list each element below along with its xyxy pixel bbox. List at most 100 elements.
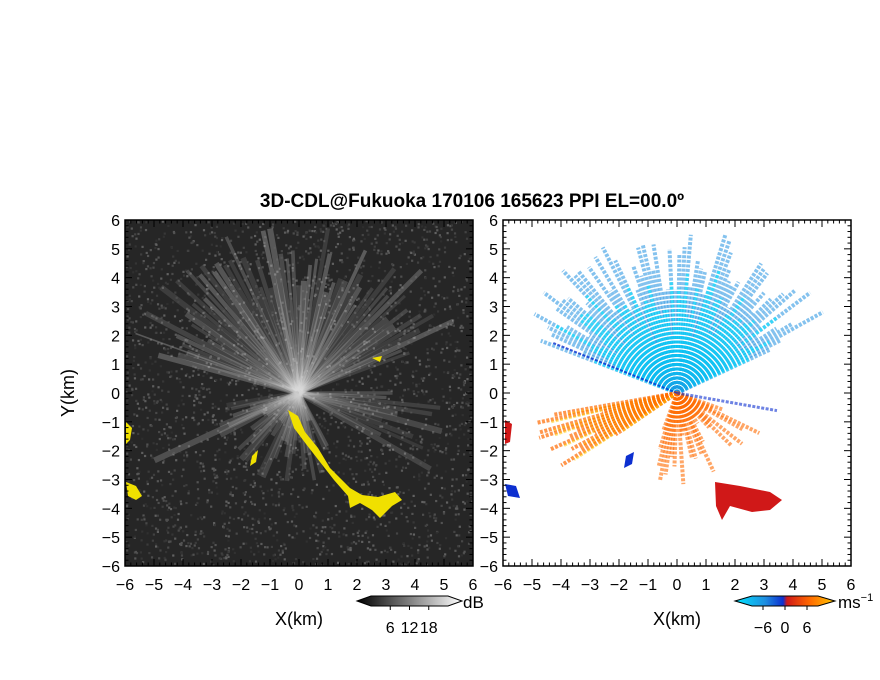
speckle xyxy=(136,473,139,476)
speckle xyxy=(410,229,414,232)
speckle xyxy=(173,231,176,235)
speckle xyxy=(196,244,199,247)
speckle xyxy=(271,226,274,229)
speckle xyxy=(373,393,376,396)
speckle xyxy=(285,412,288,415)
speckle xyxy=(140,557,143,560)
speckle xyxy=(314,245,317,248)
speckle xyxy=(379,425,382,428)
speckle xyxy=(235,532,238,535)
speckle xyxy=(382,420,386,424)
speckle xyxy=(449,343,452,346)
speckle xyxy=(149,302,152,305)
speckle xyxy=(385,422,388,425)
speckle xyxy=(270,478,273,481)
beam xyxy=(177,352,300,396)
speckle xyxy=(207,271,210,275)
speckle xyxy=(127,513,130,516)
speckle xyxy=(219,399,222,402)
speckle xyxy=(280,450,283,453)
speckle xyxy=(280,436,283,439)
echo-patch xyxy=(288,410,402,518)
speckle xyxy=(321,470,324,473)
speckle xyxy=(155,489,158,492)
speckle xyxy=(366,418,369,421)
speckle xyxy=(326,347,329,350)
speckle xyxy=(274,558,277,561)
speckle xyxy=(412,370,415,373)
speckle xyxy=(329,413,332,416)
speckle xyxy=(293,536,296,540)
speckle xyxy=(151,291,154,294)
speckle xyxy=(270,264,273,267)
speckle xyxy=(355,384,358,387)
speckle xyxy=(253,403,256,407)
speckle xyxy=(466,492,469,495)
speckle xyxy=(395,532,399,535)
beam xyxy=(296,286,363,395)
speckle xyxy=(229,251,232,254)
speckle xyxy=(397,346,400,349)
speckle xyxy=(413,335,416,338)
speckle xyxy=(313,515,316,518)
beam xyxy=(297,294,390,395)
speckle xyxy=(371,534,375,537)
speckle xyxy=(176,309,179,312)
speckle xyxy=(328,451,331,454)
speckle xyxy=(235,380,238,383)
speckle xyxy=(275,233,279,237)
speckle xyxy=(367,233,370,236)
speckle xyxy=(327,277,330,280)
speckle xyxy=(388,289,391,292)
speckle xyxy=(444,537,448,540)
speckle xyxy=(160,306,164,309)
speckle xyxy=(211,406,214,409)
speckle xyxy=(435,225,438,229)
speckle xyxy=(256,297,259,300)
speckle xyxy=(307,453,310,456)
speckle xyxy=(446,442,450,445)
speckle xyxy=(438,234,442,237)
speckle xyxy=(453,372,457,375)
speckle xyxy=(244,374,247,378)
speckle xyxy=(261,266,264,269)
beam xyxy=(273,392,301,460)
speckle xyxy=(248,318,251,321)
speckle xyxy=(443,308,447,311)
speckle xyxy=(297,352,300,355)
speckle xyxy=(439,494,442,497)
speckle xyxy=(199,454,202,457)
speckle xyxy=(287,280,290,283)
speckle xyxy=(417,551,420,555)
speckle xyxy=(305,237,308,241)
speckle xyxy=(294,220,297,223)
speckle xyxy=(139,367,143,370)
speckle xyxy=(185,451,188,454)
speckle xyxy=(390,511,393,514)
y-tick-label: −5 xyxy=(480,530,498,547)
speckle xyxy=(415,439,418,442)
speckle xyxy=(256,330,259,334)
speckle xyxy=(470,415,473,418)
speckle xyxy=(233,329,236,333)
speckle xyxy=(155,401,159,404)
speckle xyxy=(267,526,271,529)
speckle xyxy=(196,517,200,520)
speckle xyxy=(366,480,369,483)
speckle xyxy=(433,516,436,520)
speckle xyxy=(197,373,200,376)
speckle xyxy=(287,342,291,345)
speckle xyxy=(126,398,129,401)
speckle xyxy=(197,497,200,500)
speckle xyxy=(467,404,470,407)
speckle xyxy=(416,448,419,451)
speckle xyxy=(214,235,217,238)
speckle xyxy=(417,473,421,476)
speckle xyxy=(466,400,469,404)
speckle xyxy=(332,370,335,374)
speckle xyxy=(285,413,288,416)
speckle xyxy=(375,463,378,467)
speckle xyxy=(410,500,413,503)
speckle xyxy=(171,301,175,304)
